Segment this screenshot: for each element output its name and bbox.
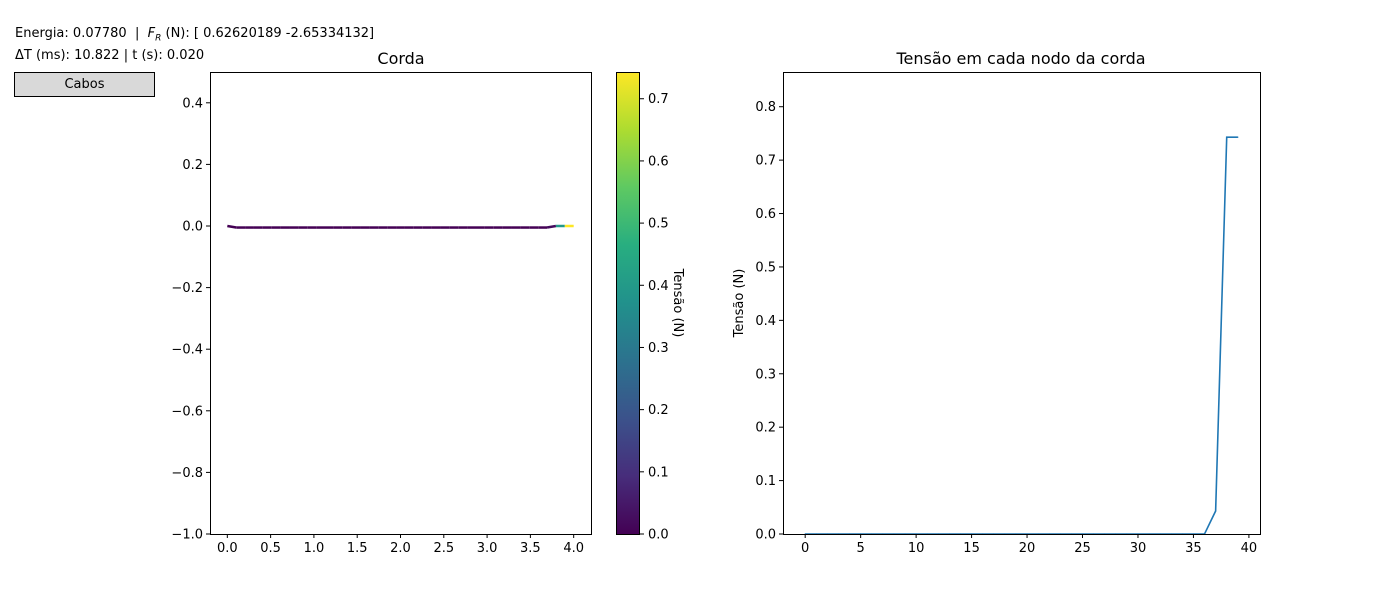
tensao-xtick-label: 40 [1241,541,1258,556]
colorbar-tick-label: 0.5 [648,217,669,232]
tensao-ylabel: Tensão (N) [732,269,747,339]
force-subscript: R [155,33,162,44]
string-segment [546,224,557,229]
tensao-xtick-label: 35 [1185,541,1202,556]
tensao-ytick-label: 0.2 [755,421,776,436]
tensao-xtick-label: 0 [801,541,809,556]
corda-xtick-label: 1.0 [304,541,325,556]
tensao-ytick-label: 0.0 [755,528,776,543]
corda-xtick-label: 2.5 [433,541,454,556]
corda-ytick-label: 0.4 [182,96,203,111]
separator: | [134,26,140,41]
colorbar-label: Tensão (N) [670,268,685,338]
tensao-ytick-label: 0.8 [755,100,776,115]
tensao-data-point [1226,136,1228,138]
tensao-chart: Tensão em cada nodo da corda Tensão (N) … [732,49,1261,556]
tensao-xtick-label: 15 [963,541,980,556]
energy-value: 0.07780 [72,26,127,41]
corda-xtick-label: 3.0 [477,541,498,556]
corda-ytick-label: −0.2 [171,281,203,296]
dt-value: 10.822 [74,48,120,63]
string-segment [227,224,237,229]
corda-ytick-label: −0.8 [171,466,203,481]
tensao-xtick-label: 25 [1074,541,1091,556]
tensao-series-line [805,136,1238,535]
colorbar-frame [616,72,640,535]
corda-xtick-label: 3.5 [520,541,541,556]
colorbar-gradient [617,72,640,534]
corda-chart: Corda 0.0 0.5 1.0 1.5 2.0 2.5 3.0 3.5 4.0 −1.0 −0.… [171,49,592,556]
colorbar: 0.0 0.1 0.2 0.3 0.4 0.5 0.6 0.7 Tensão (N) [616,72,685,543]
tensao-data-point [1215,510,1217,512]
tensao-xtick-label: 5 [857,541,865,556]
tensao-xtick-label: 10 [908,541,925,556]
time-readout: ΔT (ms): 10.822 | t (s): 0.020 [15,48,205,63]
tensao-ytick-label: 0.6 [755,207,776,222]
colorbar-tick-label: 0.0 [648,528,669,543]
colorbar-tick-label: 0.6 [648,154,669,169]
colorbar-tick-label: 0.3 [648,341,669,356]
corda-ytick-label: −0.4 [171,343,203,358]
corda-xtick-label: 1.5 [347,541,368,556]
corda-xtick-label: 4.0 [563,541,584,556]
t-label: t (s): [132,48,163,63]
force-symbol: F [147,26,156,41]
corda-title: Corda [377,49,424,68]
corda-axes-frame [210,72,592,535]
tensao-axes-frame [783,72,1261,535]
corda-ytick-label: 0.0 [182,220,203,235]
tensao-ytick-label: 0.5 [755,260,776,275]
energy-label: Energia: [15,26,69,41]
cabos-button[interactable]: Cabos [14,72,155,97]
corda-xtick-label: 0.0 [217,541,238,556]
tensao-ytick-label: 0.4 [755,314,776,329]
colorbar-tick-label: 0.4 [648,279,669,294]
tensao-ytick-label: 0.1 [755,474,776,489]
colorbar-tick-label: 0.7 [648,92,669,107]
corda-ytick-label: 0.2 [182,158,203,173]
tensao-ytick-label: 0.7 [755,154,776,169]
tensao-xtick-label: 20 [1019,541,1036,556]
colorbar-tick-label: 0.1 [648,465,669,480]
colorbar-tick-label: 0.2 [648,403,669,418]
corda-xtick-label: 0.5 [260,541,281,556]
force-value: [ 0.62620189 -2.65334132] [193,26,375,41]
corda-ytick-label: −1.0 [171,528,203,543]
tensao-xtick-label: 30 [1130,541,1147,556]
tensao-title: Tensão em cada nodo da corda [895,49,1145,68]
energy-force-readout: Energia: 0.07780 | FR (N): [ 0.62620189 … [15,26,374,44]
corda-xtick-label: 2.0 [390,541,411,556]
t-value: 0.020 [166,48,205,63]
dt-label: ΔT (ms): [15,48,70,63]
force-unit: (N): [165,26,190,41]
tensao-ytick-label: 0.3 [755,367,776,382]
corda-ytick-label: −0.6 [171,404,203,419]
tensao-data-point [1237,136,1239,138]
